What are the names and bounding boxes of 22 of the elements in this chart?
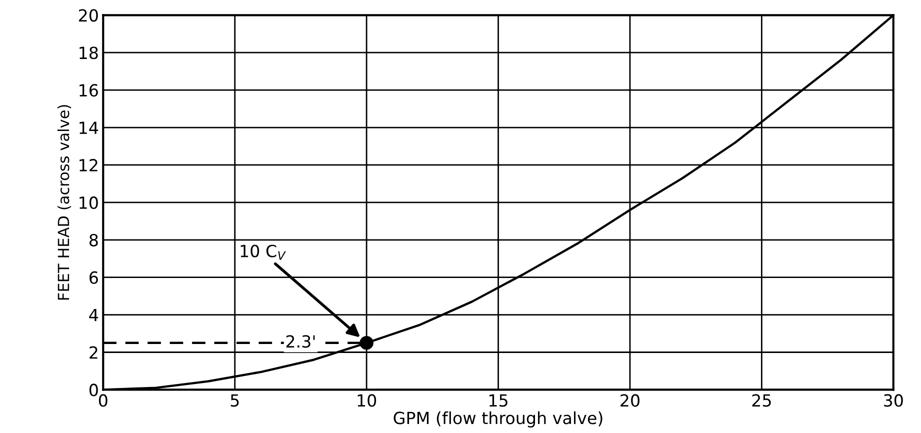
y-tick-label: 20 [79, 9, 98, 22]
y-tick-label: 12 [80, 158, 98, 172]
x-tick-label: 10 [358, 394, 376, 407]
y-tick-label: 4 [89, 308, 98, 322]
y-tick-label: 16 [80, 84, 98, 97]
y-tick-label: 6 [90, 271, 98, 284]
x-tick-label: 15 [489, 394, 508, 407]
y-tick-label: 0 [89, 384, 98, 396]
x-tick-label: 5 [230, 394, 239, 407]
x-tick-label: 0 [98, 394, 108, 407]
x-tick-label: 25 [752, 394, 771, 407]
y-tick-label: 8 [90, 234, 98, 246]
x-tick-label: 30 [884, 394, 903, 407]
y-tick-label: 18 [80, 46, 98, 60]
x-axis-title: GPM (flow through valve) [394, 411, 602, 428]
y-axis-title: FEET HEAD (across valve) [57, 105, 72, 300]
y-tick-label: 14 [80, 122, 98, 134]
annotation: 10 C$_{V}$ [240, 244, 286, 260]
annotation: 2.3' [286, 335, 315, 348]
y-tick-label: 10 [80, 196, 98, 209]
y-tick-label: 2 [90, 346, 98, 359]
x-tick-label: 20 [620, 394, 640, 407]
